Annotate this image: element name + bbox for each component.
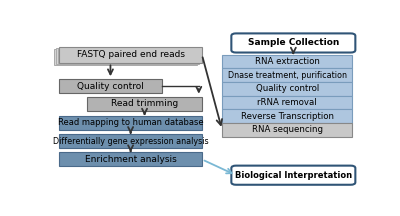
Text: RNA extraction: RNA extraction xyxy=(255,57,320,66)
FancyBboxPatch shape xyxy=(56,48,199,64)
FancyBboxPatch shape xyxy=(59,116,202,130)
FancyBboxPatch shape xyxy=(222,123,352,137)
FancyBboxPatch shape xyxy=(222,82,352,96)
FancyBboxPatch shape xyxy=(222,109,352,123)
Text: Sample Collection: Sample Collection xyxy=(248,38,339,48)
FancyBboxPatch shape xyxy=(59,47,202,62)
FancyBboxPatch shape xyxy=(59,152,202,167)
FancyBboxPatch shape xyxy=(222,55,352,68)
Text: Enrichment analysis: Enrichment analysis xyxy=(85,155,176,164)
FancyBboxPatch shape xyxy=(222,96,352,109)
FancyBboxPatch shape xyxy=(59,79,162,93)
FancyBboxPatch shape xyxy=(222,68,352,82)
Text: Differentially gene expression analysis: Differentially gene expression analysis xyxy=(53,137,208,146)
Text: Quality control: Quality control xyxy=(256,84,319,93)
Text: rRNA removal: rRNA removal xyxy=(257,98,317,107)
Text: Quality control: Quality control xyxy=(77,82,144,91)
FancyBboxPatch shape xyxy=(231,166,355,185)
Text: Read trimming: Read trimming xyxy=(111,99,178,108)
Text: Dnase treatment, purification: Dnase treatment, purification xyxy=(228,71,347,80)
Text: RNA sequencing: RNA sequencing xyxy=(252,125,323,134)
Text: FASTQ paired end reads: FASTQ paired end reads xyxy=(77,50,185,59)
Text: Read mapping to human database: Read mapping to human database xyxy=(58,118,204,127)
FancyBboxPatch shape xyxy=(231,33,355,52)
Text: Reverse Transcription: Reverse Transcription xyxy=(241,112,334,121)
FancyBboxPatch shape xyxy=(87,97,202,111)
FancyBboxPatch shape xyxy=(58,48,200,63)
FancyBboxPatch shape xyxy=(54,49,197,65)
FancyBboxPatch shape xyxy=(59,134,202,148)
Text: Biological Interpretation: Biological Interpretation xyxy=(235,171,352,180)
